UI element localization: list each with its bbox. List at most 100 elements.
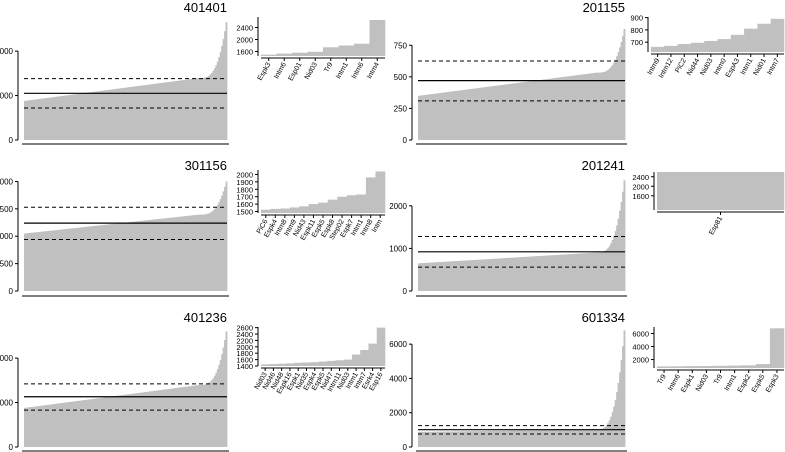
chart-panel-401401: 401401 0 1000 2000 bbox=[0, 0, 229, 145]
bar bbox=[425, 431, 428, 447]
bar bbox=[212, 210, 215, 291]
bar bbox=[195, 78, 197, 140]
bar bbox=[150, 219, 152, 291]
bar bbox=[608, 68, 611, 140]
bar bbox=[58, 96, 61, 140]
bar bbox=[438, 431, 441, 447]
bar bbox=[216, 61, 219, 140]
bar bbox=[60, 96, 63, 140]
detail-bar bbox=[713, 365, 728, 368]
bar bbox=[167, 389, 170, 447]
bar bbox=[570, 429, 573, 447]
bar bbox=[135, 86, 138, 140]
bar bbox=[86, 399, 89, 447]
bar bbox=[509, 83, 512, 140]
bar bbox=[619, 47, 621, 140]
bar bbox=[483, 259, 485, 291]
bar bbox=[77, 400, 80, 447]
bar bbox=[585, 429, 587, 447]
bar bbox=[55, 403, 58, 447]
bar bbox=[622, 191, 624, 291]
bar bbox=[533, 256, 536, 291]
bar bbox=[124, 394, 126, 447]
bar bbox=[116, 395, 119, 447]
bar bbox=[534, 256, 537, 291]
bar bbox=[105, 90, 108, 140]
bar bbox=[157, 219, 160, 291]
bar bbox=[435, 431, 438, 447]
bar bbox=[79, 400, 81, 447]
bar bbox=[84, 399, 87, 447]
bar bbox=[173, 388, 176, 447]
bar bbox=[604, 71, 607, 140]
bar bbox=[96, 225, 99, 291]
bar bbox=[556, 254, 559, 291]
bar bbox=[592, 252, 595, 291]
bar bbox=[474, 259, 477, 291]
detail-bar bbox=[744, 28, 758, 52]
y-tick-label: 2400 bbox=[632, 173, 649, 182]
bar bbox=[166, 82, 168, 140]
bar bbox=[113, 223, 116, 291]
bar bbox=[512, 83, 515, 140]
detail-bar bbox=[338, 45, 355, 56]
y-tick-label: 2000 bbox=[0, 177, 14, 186]
bar bbox=[438, 93, 441, 140]
bar bbox=[55, 230, 58, 291]
bar bbox=[502, 430, 505, 447]
bar bbox=[199, 214, 202, 291]
bar bbox=[37, 99, 39, 140]
bar bbox=[514, 83, 516, 140]
bar bbox=[576, 429, 579, 447]
y-tick-label: 1800 bbox=[236, 349, 253, 358]
bar bbox=[161, 82, 164, 140]
bar bbox=[126, 87, 129, 140]
bar bbox=[102, 397, 105, 447]
bar bbox=[113, 89, 116, 140]
bar bbox=[37, 232, 39, 291]
bar bbox=[63, 95, 65, 140]
bar bbox=[28, 407, 31, 447]
bar bbox=[592, 429, 595, 447]
bar bbox=[582, 429, 584, 447]
bar bbox=[428, 431, 431, 447]
bar bbox=[187, 215, 190, 291]
bar bbox=[100, 225, 103, 291]
bar bbox=[530, 81, 533, 140]
bar bbox=[429, 94, 432, 140]
bar bbox=[534, 80, 537, 140]
bar bbox=[518, 430, 521, 447]
bar bbox=[64, 229, 67, 291]
bar bbox=[224, 186, 226, 291]
bar bbox=[131, 221, 134, 291]
bar bbox=[53, 230, 55, 291]
chart-title: 201155 bbox=[583, 0, 625, 15]
bar bbox=[83, 93, 86, 140]
bar bbox=[176, 80, 179, 140]
bar bbox=[211, 380, 213, 447]
y-tick-label: 1000 bbox=[0, 92, 14, 101]
detail-bar bbox=[261, 54, 277, 56]
bar bbox=[447, 261, 450, 291]
bar bbox=[565, 254, 568, 291]
category-label: Intm6 bbox=[273, 61, 288, 80]
bar bbox=[169, 217, 171, 291]
chart-panel-601334: 601334 0 2000 4000 6000 bbox=[389, 310, 627, 452]
bar bbox=[590, 73, 593, 140]
bar bbox=[453, 91, 456, 140]
bar bbox=[29, 100, 32, 140]
bar bbox=[511, 83, 514, 140]
category-label: Nid01 bbox=[753, 57, 768, 76]
detail-bar bbox=[360, 350, 369, 366]
bar bbox=[608, 245, 611, 291]
detail-bar bbox=[727, 365, 742, 368]
bar bbox=[465, 431, 468, 447]
bar bbox=[617, 52, 620, 140]
bar bbox=[555, 255, 558, 291]
bar bbox=[50, 97, 52, 140]
bar bbox=[536, 80, 539, 140]
bar bbox=[176, 387, 179, 447]
bar bbox=[77, 227, 80, 291]
bar bbox=[218, 202, 221, 291]
